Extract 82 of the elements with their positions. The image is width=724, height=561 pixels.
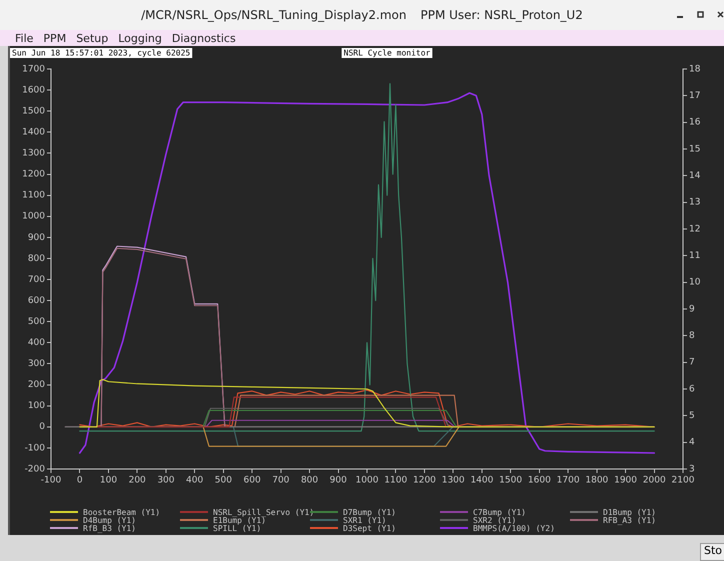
text: Logging bbox=[118, 32, 162, 44]
y2-tick-label: 3 bbox=[689, 464, 695, 474]
y-tick-label: 600 bbox=[28, 296, 46, 306]
x-tick-label: 800 bbox=[300, 476, 318, 486]
legend-label: D1Bump (Y1) bbox=[603, 508, 656, 516]
x-tick-label: 100 bbox=[100, 476, 118, 486]
x-tick-label: 1300 bbox=[442, 476, 465, 486]
y2-tick-label: 4 bbox=[689, 438, 695, 448]
y-tick-label: 1200 bbox=[22, 170, 46, 180]
x-tick-label: 500 bbox=[214, 476, 232, 486]
y-tick-label: 900 bbox=[28, 232, 46, 243]
x-tick-label: 0 bbox=[76, 476, 83, 486]
y-tick-label: 100 bbox=[28, 401, 46, 412]
x-tick-label: 900 bbox=[330, 476, 348, 486]
y-tick-label: 500 bbox=[28, 316, 46, 327]
text: /MCR/NSRL_Ops/NSRL_Tuning_Display2.mon bbox=[141, 8, 406, 22]
y-tick-label: 1300 bbox=[22, 148, 46, 159]
y-tick-label: 1500 bbox=[22, 106, 46, 116]
text: PPM bbox=[43, 32, 66, 44]
y-tick-label: 1700 bbox=[22, 64, 46, 74]
y-tick-label: 1000 bbox=[22, 212, 46, 222]
y2-tick-label: 10 bbox=[689, 278, 701, 288]
legend-label: D4Bump (Y1) bbox=[83, 516, 136, 524]
chart-subtitle: Sun Jun 18 15:57:01 2023, cycle 62025 bbox=[12, 48, 190, 58]
y2-tick-label: 8 bbox=[689, 331, 695, 342]
text: PPM User: NSRL_Proton_U2 bbox=[420, 8, 583, 22]
x-tick-label: 700 bbox=[272, 476, 290, 486]
y2-tick-label: 17 bbox=[689, 91, 700, 102]
text: File bbox=[15, 32, 34, 44]
x-tick-label: 1600 bbox=[528, 476, 552, 486]
y2-tick-label: 5 bbox=[689, 411, 695, 422]
legend-label: D3Sept (Y1) bbox=[343, 524, 396, 532]
y-tick-label: 1100 bbox=[22, 190, 46, 201]
y-tick-label: 0 bbox=[39, 422, 46, 432]
y-tick-label: 1600 bbox=[22, 85, 46, 96]
y2-tick-label: 15 bbox=[689, 144, 700, 154]
x-tick-label: 300 bbox=[157, 476, 175, 486]
x-tick-label: 1500 bbox=[499, 476, 522, 486]
y-tick-label: 200 bbox=[28, 380, 46, 390]
x-tick-label: 1200 bbox=[413, 476, 436, 486]
legend-label: SXR2 (Y1) bbox=[473, 516, 516, 524]
legend-label: SPILL (Y1) bbox=[213, 524, 262, 532]
y2-tick-label: 9 bbox=[689, 304, 695, 314]
legend-label: BoosterBeam (Y1) bbox=[83, 508, 160, 516]
x-tick-label: -100 bbox=[40, 476, 62, 486]
legend-label: SXR1 (Y1) bbox=[343, 516, 386, 524]
text: Setup bbox=[76, 32, 108, 44]
x-tick-label: 200 bbox=[128, 476, 146, 486]
x-tick-label: 1700 bbox=[556, 476, 580, 486]
text: Diagnostics bbox=[172, 32, 236, 44]
x-tick-label: 1900 bbox=[614, 476, 638, 486]
x-tick-label: 1000 bbox=[356, 476, 379, 486]
x-tick-label: 1800 bbox=[585, 476, 609, 486]
y-tick-label: 1400 bbox=[22, 128, 46, 138]
x-tick-label: 2100 bbox=[672, 476, 695, 486]
y2-tick-label: 13 bbox=[689, 198, 700, 208]
y2-tick-label: 18 bbox=[689, 64, 701, 74]
x-tick-label: 2000 bbox=[642, 476, 666, 486]
y2-tick-label: 6 bbox=[689, 384, 695, 394]
y2-tick-label: 7 bbox=[689, 358, 695, 368]
x-tick-label: 1400 bbox=[470, 476, 494, 486]
chart-title: NSRL Cycle monitor bbox=[344, 48, 431, 58]
x-tick-label: 1100 bbox=[384, 476, 408, 486]
x-tick-label: 400 bbox=[186, 476, 204, 486]
y2-tick-label: 14 bbox=[689, 171, 701, 182]
text: Sto bbox=[700, 543, 724, 561]
x-tick-label: 600 bbox=[243, 476, 261, 486]
y-tick-label: 300 bbox=[28, 359, 46, 370]
legend-label: RFB_A3 (Y1) bbox=[603, 516, 656, 524]
y-tick-label: 800 bbox=[28, 254, 46, 264]
legend-label: E1Bump (Y1) bbox=[213, 516, 266, 524]
legend-label: RfB_B3 (Y1) bbox=[83, 524, 136, 532]
legend-label: C7Bump (Y1) bbox=[473, 508, 526, 516]
y-tick-label: 400 bbox=[28, 338, 46, 348]
y2-tick-label: 12 bbox=[689, 224, 700, 234]
legend-label: D7Bump (Y1) bbox=[343, 508, 396, 516]
y-tick-label: 700 bbox=[28, 274, 46, 285]
y2-tick-label: 11 bbox=[689, 251, 700, 262]
y-tick-label: -100 bbox=[24, 443, 46, 454]
y-tick-label: -200 bbox=[24, 464, 46, 474]
y2-tick-label: 16 bbox=[689, 118, 701, 128]
legend-label: BMMPS(A/100) (Y2) bbox=[473, 524, 555, 532]
